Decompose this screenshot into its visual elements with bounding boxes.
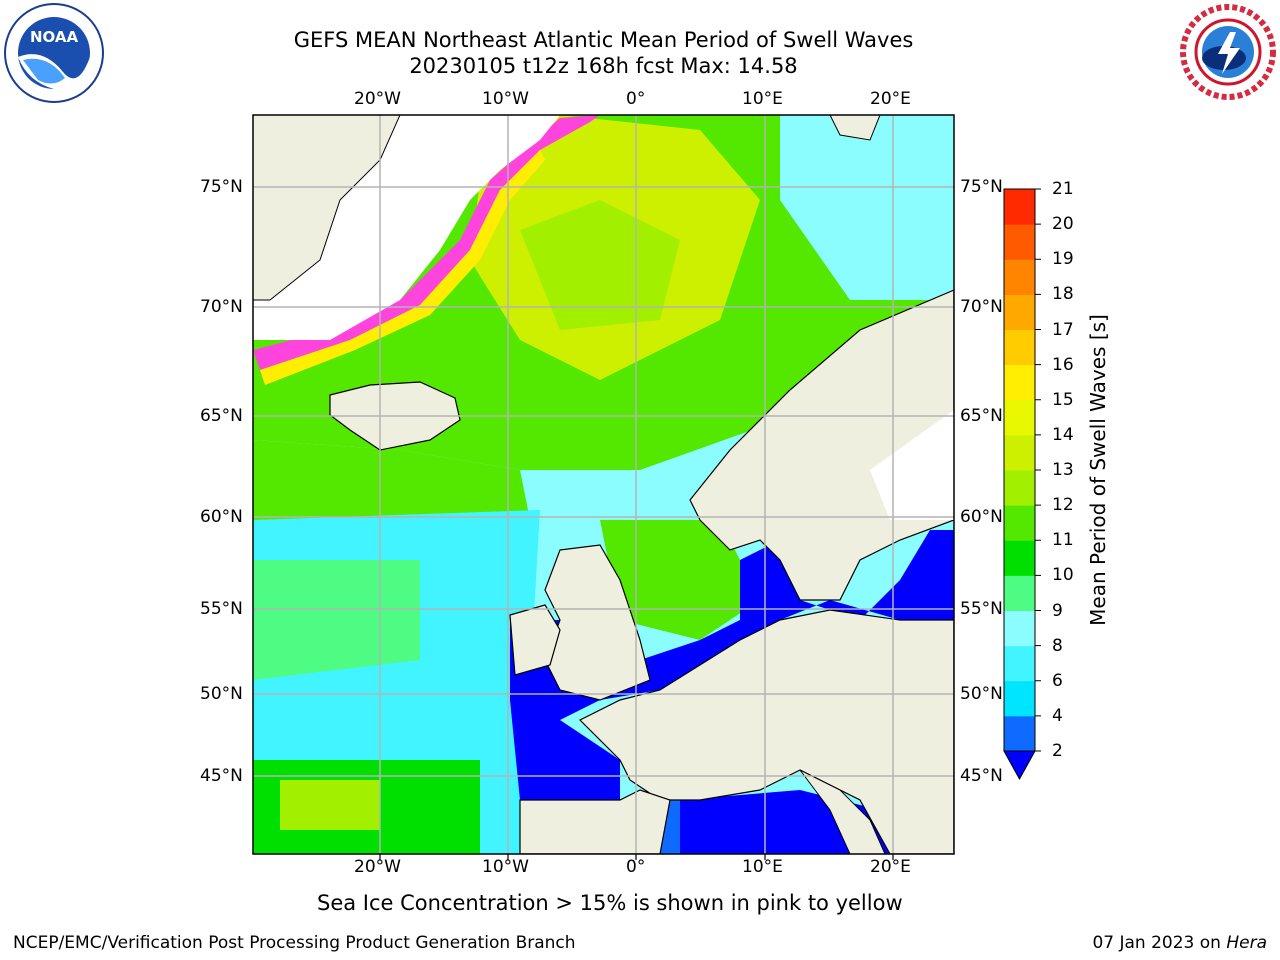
colorbar-tick-label: 9 — [1052, 600, 1063, 621]
map-frame — [252, 114, 955, 855]
map-area — [253, 115, 954, 854]
nws-logo-icon — [1180, 4, 1276, 100]
colorbar-tick-label: 21 — [1052, 179, 1074, 199]
scandinavia — [689, 289, 954, 601]
lon-label-bottom-20e: 20°E — [870, 857, 911, 877]
swell-band-12s — [520, 200, 680, 330]
italy — [799, 769, 886, 854]
colorbar-segment — [1004, 399, 1035, 436]
iberia — [519, 789, 671, 854]
lat-label-right-70n: 70°N — [960, 297, 1003, 317]
colorbar-segment — [1004, 470, 1035, 506]
footer-date-text: 07 Jan 2023 on — [1092, 933, 1227, 953]
colorbar-segment — [1004, 610, 1035, 647]
lon-label-top-0: 0° — [626, 89, 646, 109]
lon-label-bottom-0: 0° — [626, 857, 646, 877]
colorbar-tick-label: 17 — [1052, 319, 1074, 340]
colorbar-segment — [1004, 575, 1035, 611]
colorbar-segment — [1004, 715, 1035, 752]
colorbar-segment — [1004, 680, 1035, 717]
lat-label-left-70n: 70°N — [200, 297, 243, 317]
colorbar-tick-label: 8 — [1052, 635, 1063, 656]
svg-text:NOAA: NOAA — [30, 28, 79, 46]
ireland — [509, 604, 561, 676]
colorbar-tick-label: 20 — [1052, 214, 1074, 235]
lat-label-right-60n: 60°N — [960, 507, 1003, 527]
lon-label-top-10w: 10°W — [482, 89, 529, 109]
colorbar-extend-arrow — [1003, 750, 1036, 781]
colorbar-tick-label: 6 — [1052, 670, 1063, 691]
lat-label-left-75n: 75°N — [200, 177, 243, 197]
lon-label-bottom-10e: 10°E — [742, 857, 783, 877]
colorbar-segment — [1004, 505, 1035, 541]
swell-band-10s-west — [253, 560, 420, 680]
colorbar-segment — [1004, 645, 1035, 682]
swell-band-9s-north — [780, 115, 954, 300]
lon-label-top-20w: 20°W — [354, 89, 401, 109]
lat-label-right-65n: 65°N — [960, 406, 1003, 426]
lat-label-right-45n: 45°N — [960, 766, 1003, 786]
colorbar-segment — [1004, 329, 1035, 366]
colorbar — [1003, 188, 1041, 781]
colorbar-tick-label: 2 — [1052, 741, 1063, 761]
svalbard — [829, 115, 881, 141]
colorbar-frame — [1003, 188, 1036, 752]
colorbar-tick-label: 14 — [1052, 424, 1074, 445]
colorbar-segment — [1004, 294, 1035, 330]
colorbar-tick-label: 15 — [1052, 389, 1074, 410]
colorbar-segment — [1004, 189, 1035, 225]
graticule — [253, 115, 954, 854]
colorbar-segment — [1004, 434, 1035, 471]
colorbar-tick-label: 16 — [1052, 354, 1074, 375]
lon-label-top-20e: 20°E — [870, 89, 911, 109]
lat-label-right-75n: 75°N — [960, 177, 1003, 197]
lon-label-bottom-20w: 20°W — [354, 857, 401, 877]
swell-band-north-sea — [600, 520, 760, 640]
finland-lakes — [870, 410, 954, 520]
colorbar-segment — [1004, 259, 1035, 295]
lat-label-left-45n: 45°N — [200, 766, 243, 786]
title-line-2: 20230105 t12z 168h fcst Max: 14.58 — [409, 54, 798, 78]
colorbar-segment — [1004, 364, 1035, 401]
lat-label-left-65n: 65°N — [200, 406, 243, 426]
lat-label-right-50n: 50°N — [960, 684, 1003, 704]
colorbar-tick-label: 18 — [1052, 284, 1074, 305]
lat-label-left-50n: 50°N — [200, 684, 243, 704]
lon-label-bottom-10w: 10°W — [482, 857, 529, 877]
lat-label-left-60n: 60°N — [200, 507, 243, 527]
sea-ice-note: Sea Ice Concentration > 15% is shown in … — [317, 891, 903, 915]
footer-date: 07 Jan 2023 on Hera — [1092, 933, 1267, 953]
colorbar-tick-label: 13 — [1052, 460, 1074, 480]
colorbar-tick-label: 10 — [1052, 565, 1074, 586]
axis-ticks — [379, 854, 894, 860]
colorbar-tick-label: 19 — [1052, 249, 1074, 270]
colorbar-segment — [1004, 224, 1035, 260]
sea-ice-yellow — [260, 150, 545, 385]
colorbar-tick-label: 12 — [1052, 495, 1074, 516]
colorbar-tick-label: 11 — [1052, 530, 1074, 551]
title-line-1: GEFS MEAN Northeast Atlantic Mean Period… — [293, 28, 914, 52]
lat-label-left-55n: 55°N — [200, 599, 243, 619]
swell-band-12s-south — [280, 780, 380, 830]
sea-ice-edge — [253, 115, 600, 370]
lat-label-right-55n: 55°N — [960, 599, 1003, 619]
footer-machine: Hera — [1226, 933, 1267, 953]
colorbar-label: Mean Period of Swell Waves [s] — [1086, 314, 1110, 626]
noaa-logo-icon: NOAA — [4, 3, 104, 103]
colorbar-tick-label: 4 — [1052, 705, 1063, 726]
greenland-land — [253, 115, 401, 301]
colorbar-segment — [1004, 540, 1035, 576]
lon-label-top-10e: 10°E — [742, 89, 783, 109]
footer-branch: NCEP/EMC/Verification Post Processing Pr… — [13, 933, 576, 953]
great-britain — [544, 544, 651, 701]
